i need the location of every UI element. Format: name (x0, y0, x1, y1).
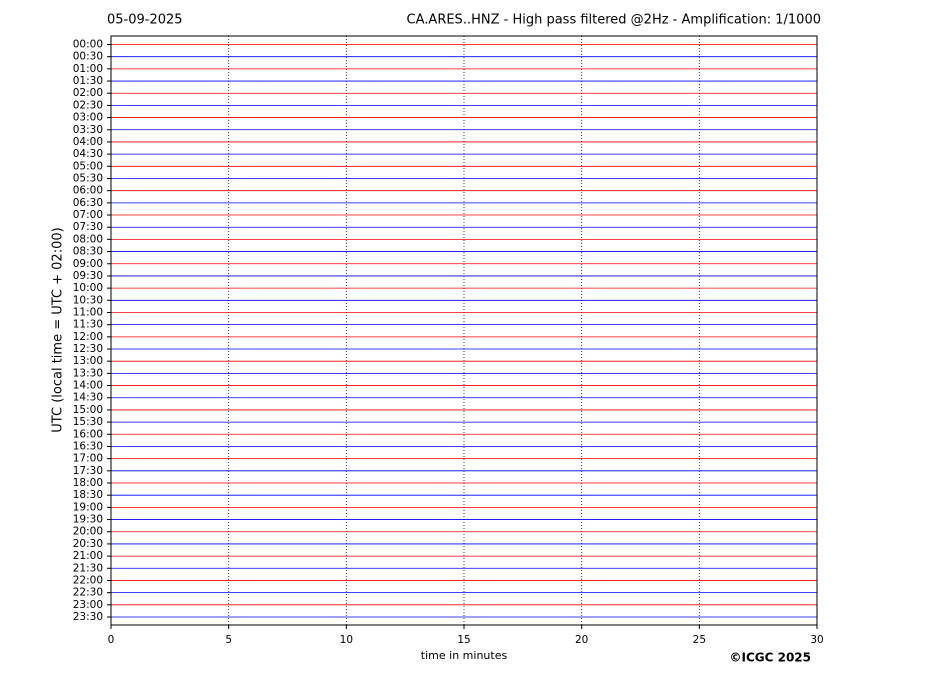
y-tick-label: 03:30 (73, 124, 103, 136)
y-tick-label: 20:00 (73, 526, 103, 538)
y-tick-label: 01:00 (73, 63, 103, 75)
y-tick-label: 18:30 (73, 489, 103, 501)
x-tick-label: 30 (810, 634, 823, 646)
x-tick-label: 5 (225, 634, 232, 646)
y-tick-label: 14:30 (73, 392, 103, 404)
y-tick-label: 02:30 (73, 99, 103, 111)
y-tick-label: 15:30 (73, 416, 103, 428)
y-tick-label: 19:00 (73, 501, 103, 513)
x-tick-label: 0 (108, 634, 115, 646)
x-tick-label: 15 (457, 634, 470, 646)
y-tick-label: 17:30 (73, 465, 103, 477)
y-tick-label: 07:30 (73, 221, 103, 233)
y-tick-label: 22:30 (73, 587, 103, 599)
y-tick-label: 09:30 (73, 270, 103, 282)
x-tick-label: 20 (575, 634, 588, 646)
chart-title: CA.ARES..HNZ - High pass filtered @2Hz -… (407, 13, 821, 28)
y-tick-label: 13:30 (73, 367, 103, 379)
y-tick-label: 17:00 (73, 453, 103, 465)
y-tick-label: 08:00 (73, 233, 103, 245)
x-axis-label: time in minutes (421, 649, 508, 662)
y-tick-label: 07:00 (73, 209, 103, 221)
y-tick-label: 02:00 (73, 87, 103, 99)
x-tick-label: 10 (340, 634, 353, 646)
date: 05-09-2025 (107, 13, 183, 28)
y-tick-label: 12:30 (73, 343, 103, 355)
y-tick-label: 20:30 (73, 538, 103, 550)
y-tick-label: 13:00 (73, 355, 103, 367)
plot-area: 0 5 10 15 20 25 30 00:0000:3001:0001:3002:0002:… (73, 36, 824, 646)
y-tick-label: 09:00 (73, 258, 103, 270)
y-tick-label: 16:00 (73, 428, 103, 440)
y-tick-label: 11:00 (73, 306, 103, 318)
y-tick-label: 21:00 (73, 550, 103, 562)
y-tick-label: 10:00 (73, 282, 103, 294)
y-tick-label: 05:30 (73, 172, 103, 184)
y-tick-label: 21:30 (73, 562, 103, 574)
y-tick-label: 05:00 (73, 160, 103, 172)
y-tick-label: 23:30 (73, 611, 103, 623)
y-tick-label: 22:00 (73, 574, 103, 586)
y-tick-label: 10:30 (73, 294, 103, 306)
copyright: ©ICGC 2025 (729, 651, 811, 665)
y-tick-label: 23:00 (73, 599, 103, 611)
y-tick-label: 12:00 (73, 331, 103, 343)
y-tick-label: 14:00 (73, 380, 103, 392)
y-tick-label: 04:00 (73, 136, 103, 148)
y-tick-label: 00:30 (73, 51, 103, 63)
y-tick-label: 00:00 (73, 39, 103, 51)
x-tick-label: 25 (693, 634, 706, 646)
y-tick-label: 08:30 (73, 246, 103, 258)
y-tick-label: 06:00 (73, 185, 103, 197)
y-axis-label: UTC (local time = UTC + 02:00) (51, 227, 66, 432)
y-tick-label: 03:00 (73, 112, 103, 124)
y-tick-label: 04:30 (73, 148, 103, 160)
y-tick-label: 19:30 (73, 514, 103, 526)
y-tick-label: 11:30 (73, 319, 103, 331)
y-tick-label: 06:30 (73, 197, 103, 209)
y-tick-label: 16:30 (73, 440, 103, 452)
plot-frame (110, 35, 818, 626)
y-tick-label: 15:00 (73, 404, 103, 416)
y-tick-label: 18:00 (73, 477, 103, 489)
y-tick-label: 01:30 (73, 75, 103, 87)
